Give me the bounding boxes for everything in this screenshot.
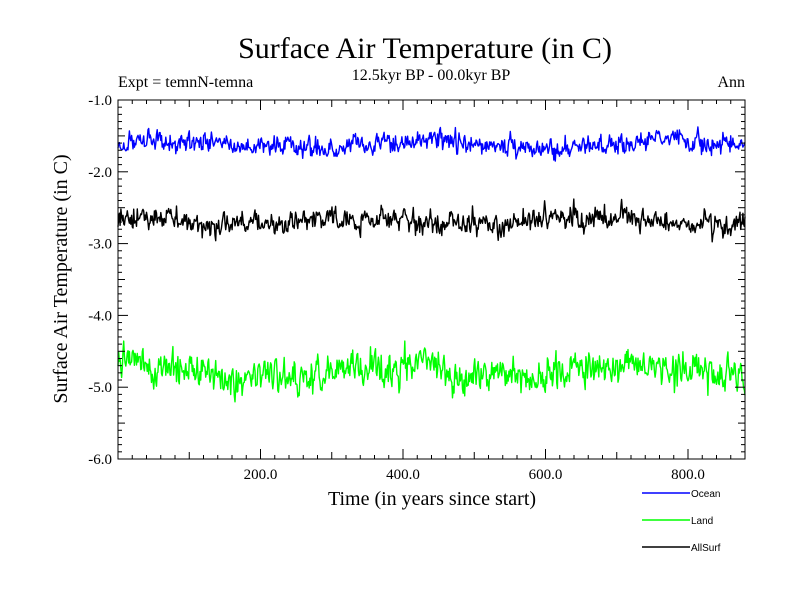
plot-frame [117, 99, 746, 460]
legend: Ocean Land AllSurf [642, 489, 721, 554]
y-tick-label: -6.0 [88, 452, 112, 468]
x-tick-label: 600.0 [529, 467, 563, 483]
plot-area [117, 126, 746, 403]
y-tick-label: -4.0 [88, 308, 112, 324]
x-axis-label: Time (in years since start) [328, 488, 536, 510]
legend-label-ocean: Ocean [691, 489, 720, 500]
y-tick-label: -3.0 [88, 237, 112, 253]
x-tick-label: 200.0 [244, 467, 278, 483]
series-line-allsurf [117, 198, 746, 243]
chart-subtitle: 12.5kyr BP - 00.0kyr BP [352, 67, 511, 84]
legend-label-land: Land [691, 516, 713, 527]
axes: 200.0 400.0 600.0 800.0 -1.0 -2.0 -3.0 -4.0 -5.0… [88, 93, 746, 483]
x-tick-label: 800.0 [671, 467, 705, 483]
legend-label-allsurf: AllSurf [691, 543, 721, 554]
y-tick-label: -2.0 [88, 165, 112, 181]
x-tick-label: 400.0 [386, 467, 420, 483]
chart-title: Surface Air Temperature (in C) [238, 32, 612, 65]
series-line-land [117, 340, 746, 403]
series-line-ocean [117, 126, 746, 162]
season-label: Ann [717, 74, 745, 91]
y-tick-label: -1.0 [88, 93, 112, 109]
y-axis-label: Surface Air Temperature (in C) [50, 154, 72, 403]
experiment-label: Expt = temnN-temna [118, 74, 253, 91]
y-tick-label: -5.0 [88, 380, 112, 396]
